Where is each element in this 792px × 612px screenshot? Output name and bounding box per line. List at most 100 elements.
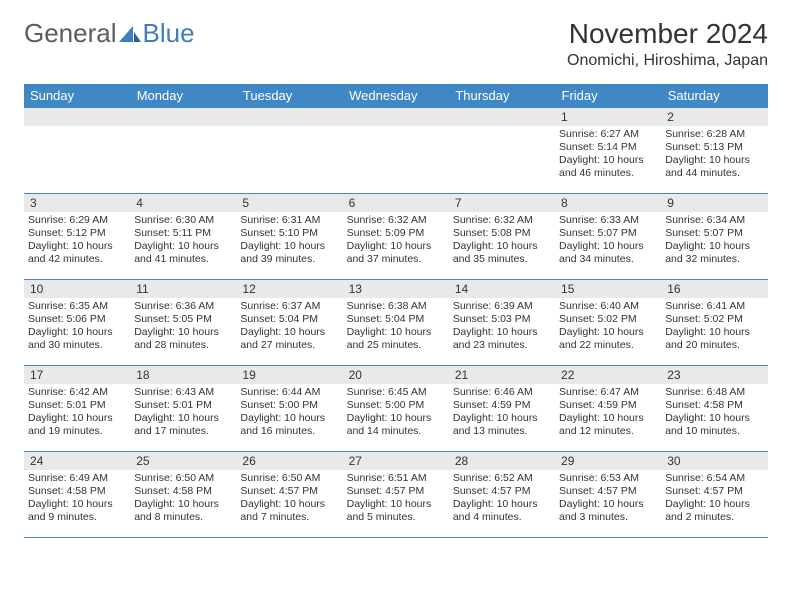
day-content: Sunrise: 6:48 AMSunset: 4:58 PMDaylight:… <box>661 384 767 443</box>
day-number: 7 <box>449 194 555 212</box>
day-number: 9 <box>661 194 767 212</box>
day-number: 17 <box>24 366 130 384</box>
calendar-cell: 18Sunrise: 6:43 AMSunset: 5:01 PMDayligh… <box>130 366 236 452</box>
logo-sail-icon <box>119 24 141 44</box>
day-number: 22 <box>555 366 661 384</box>
calendar-cell: 16Sunrise: 6:41 AMSunset: 5:02 PMDayligh… <box>661 280 767 366</box>
day-content: Sunrise: 6:52 AMSunset: 4:57 PMDaylight:… <box>449 470 555 529</box>
day-number <box>449 108 555 126</box>
day-number: 27 <box>343 452 449 470</box>
calendar-cell: 7Sunrise: 6:32 AMSunset: 5:08 PMDaylight… <box>449 194 555 280</box>
day-number: 29 <box>555 452 661 470</box>
day-content: Sunrise: 6:41 AMSunset: 5:02 PMDaylight:… <box>661 298 767 357</box>
logo: General Blue <box>24 18 195 49</box>
logo-text-blue: Blue <box>143 18 195 49</box>
day-number: 12 <box>236 280 342 298</box>
day-content: Sunrise: 6:32 AMSunset: 5:09 PMDaylight:… <box>343 212 449 271</box>
location: Onomichi, Hiroshima, Japan <box>567 52 768 70</box>
day-content: Sunrise: 6:38 AMSunset: 5:04 PMDaylight:… <box>343 298 449 357</box>
day-number: 30 <box>661 452 767 470</box>
day-number: 20 <box>343 366 449 384</box>
calendar-cell <box>343 108 449 194</box>
day-number: 3 <box>24 194 130 212</box>
weekday-header: Tuesday <box>236 84 342 108</box>
weekday-header: Wednesday <box>343 84 449 108</box>
calendar-cell: 29Sunrise: 6:53 AMSunset: 4:57 PMDayligh… <box>555 452 661 538</box>
day-number: 1 <box>555 108 661 126</box>
calendar-cell: 11Sunrise: 6:36 AMSunset: 5:05 PMDayligh… <box>130 280 236 366</box>
calendar-cell: 26Sunrise: 6:50 AMSunset: 4:57 PMDayligh… <box>236 452 342 538</box>
calendar-cell: 22Sunrise: 6:47 AMSunset: 4:59 PMDayligh… <box>555 366 661 452</box>
day-content: Sunrise: 6:53 AMSunset: 4:57 PMDaylight:… <box>555 470 661 529</box>
day-content: Sunrise: 6:45 AMSunset: 5:00 PMDaylight:… <box>343 384 449 443</box>
day-content: Sunrise: 6:35 AMSunset: 5:06 PMDaylight:… <box>24 298 130 357</box>
day-number: 8 <box>555 194 661 212</box>
day-number <box>130 108 236 126</box>
day-number: 4 <box>130 194 236 212</box>
calendar-table: SundayMondayTuesdayWednesdayThursdayFrid… <box>24 84 768 538</box>
day-number <box>236 108 342 126</box>
day-content: Sunrise: 6:27 AMSunset: 5:14 PMDaylight:… <box>555 126 661 185</box>
day-number: 16 <box>661 280 767 298</box>
day-content: Sunrise: 6:47 AMSunset: 4:59 PMDaylight:… <box>555 384 661 443</box>
calendar-cell: 27Sunrise: 6:51 AMSunset: 4:57 PMDayligh… <box>343 452 449 538</box>
day-content: Sunrise: 6:46 AMSunset: 4:59 PMDaylight:… <box>449 384 555 443</box>
day-content: Sunrise: 6:32 AMSunset: 5:08 PMDaylight:… <box>449 212 555 271</box>
day-content: Sunrise: 6:29 AMSunset: 5:12 PMDaylight:… <box>24 212 130 271</box>
calendar-cell: 9Sunrise: 6:34 AMSunset: 5:07 PMDaylight… <box>661 194 767 280</box>
day-content: Sunrise: 6:50 AMSunset: 4:58 PMDaylight:… <box>130 470 236 529</box>
calendar-cell: 8Sunrise: 6:33 AMSunset: 5:07 PMDaylight… <box>555 194 661 280</box>
calendar-cell: 13Sunrise: 6:38 AMSunset: 5:04 PMDayligh… <box>343 280 449 366</box>
day-content: Sunrise: 6:34 AMSunset: 5:07 PMDaylight:… <box>661 212 767 271</box>
calendar-cell: 20Sunrise: 6:45 AMSunset: 5:00 PMDayligh… <box>343 366 449 452</box>
day-content: Sunrise: 6:31 AMSunset: 5:10 PMDaylight:… <box>236 212 342 271</box>
day-number: 23 <box>661 366 767 384</box>
calendar-cell <box>236 108 342 194</box>
day-content: Sunrise: 6:50 AMSunset: 4:57 PMDaylight:… <box>236 470 342 529</box>
day-number: 25 <box>130 452 236 470</box>
day-number: 14 <box>449 280 555 298</box>
day-number: 5 <box>236 194 342 212</box>
calendar-cell: 10Sunrise: 6:35 AMSunset: 5:06 PMDayligh… <box>24 280 130 366</box>
calendar-cell: 30Sunrise: 6:54 AMSunset: 4:57 PMDayligh… <box>661 452 767 538</box>
day-number: 15 <box>555 280 661 298</box>
calendar-cell <box>24 108 130 194</box>
calendar-cell: 1Sunrise: 6:27 AMSunset: 5:14 PMDaylight… <box>555 108 661 194</box>
calendar-cell: 19Sunrise: 6:44 AMSunset: 5:00 PMDayligh… <box>236 366 342 452</box>
day-number: 26 <box>236 452 342 470</box>
day-number: 13 <box>343 280 449 298</box>
header: General Blue November 2024 Onomichi, Hir… <box>24 18 768 70</box>
weekday-header: Saturday <box>661 84 767 108</box>
day-number <box>343 108 449 126</box>
calendar-cell: 6Sunrise: 6:32 AMSunset: 5:09 PMDaylight… <box>343 194 449 280</box>
day-number: 2 <box>661 108 767 126</box>
calendar-cell: 21Sunrise: 6:46 AMSunset: 4:59 PMDayligh… <box>449 366 555 452</box>
month-title: November 2024 <box>567 18 768 50</box>
calendar-cell: 5Sunrise: 6:31 AMSunset: 5:10 PMDaylight… <box>236 194 342 280</box>
day-number: 6 <box>343 194 449 212</box>
day-number <box>24 108 130 126</box>
day-content: Sunrise: 6:51 AMSunset: 4:57 PMDaylight:… <box>343 470 449 529</box>
day-number: 10 <box>24 280 130 298</box>
calendar-cell: 12Sunrise: 6:37 AMSunset: 5:04 PMDayligh… <box>236 280 342 366</box>
calendar-cell: 3Sunrise: 6:29 AMSunset: 5:12 PMDaylight… <box>24 194 130 280</box>
calendar-body: 1Sunrise: 6:27 AMSunset: 5:14 PMDaylight… <box>24 108 768 538</box>
weekday-header: Friday <box>555 84 661 108</box>
calendar-cell: 28Sunrise: 6:52 AMSunset: 4:57 PMDayligh… <box>449 452 555 538</box>
calendar-cell <box>130 108 236 194</box>
day-content: Sunrise: 6:36 AMSunset: 5:05 PMDaylight:… <box>130 298 236 357</box>
calendar-cell <box>449 108 555 194</box>
day-content: Sunrise: 6:30 AMSunset: 5:11 PMDaylight:… <box>130 212 236 271</box>
calendar-cell: 15Sunrise: 6:40 AMSunset: 5:02 PMDayligh… <box>555 280 661 366</box>
calendar-cell: 17Sunrise: 6:42 AMSunset: 5:01 PMDayligh… <box>24 366 130 452</box>
calendar-head: SundayMondayTuesdayWednesdayThursdayFrid… <box>24 84 768 108</box>
calendar-cell: 23Sunrise: 6:48 AMSunset: 4:58 PMDayligh… <box>661 366 767 452</box>
calendar-cell: 14Sunrise: 6:39 AMSunset: 5:03 PMDayligh… <box>449 280 555 366</box>
day-number: 24 <box>24 452 130 470</box>
weekday-header: Thursday <box>449 84 555 108</box>
weekday-header: Monday <box>130 84 236 108</box>
weekday-header: Sunday <box>24 84 130 108</box>
calendar-cell: 25Sunrise: 6:50 AMSunset: 4:58 PMDayligh… <box>130 452 236 538</box>
logo-text-general: General <box>24 18 117 49</box>
calendar-cell: 2Sunrise: 6:28 AMSunset: 5:13 PMDaylight… <box>661 108 767 194</box>
